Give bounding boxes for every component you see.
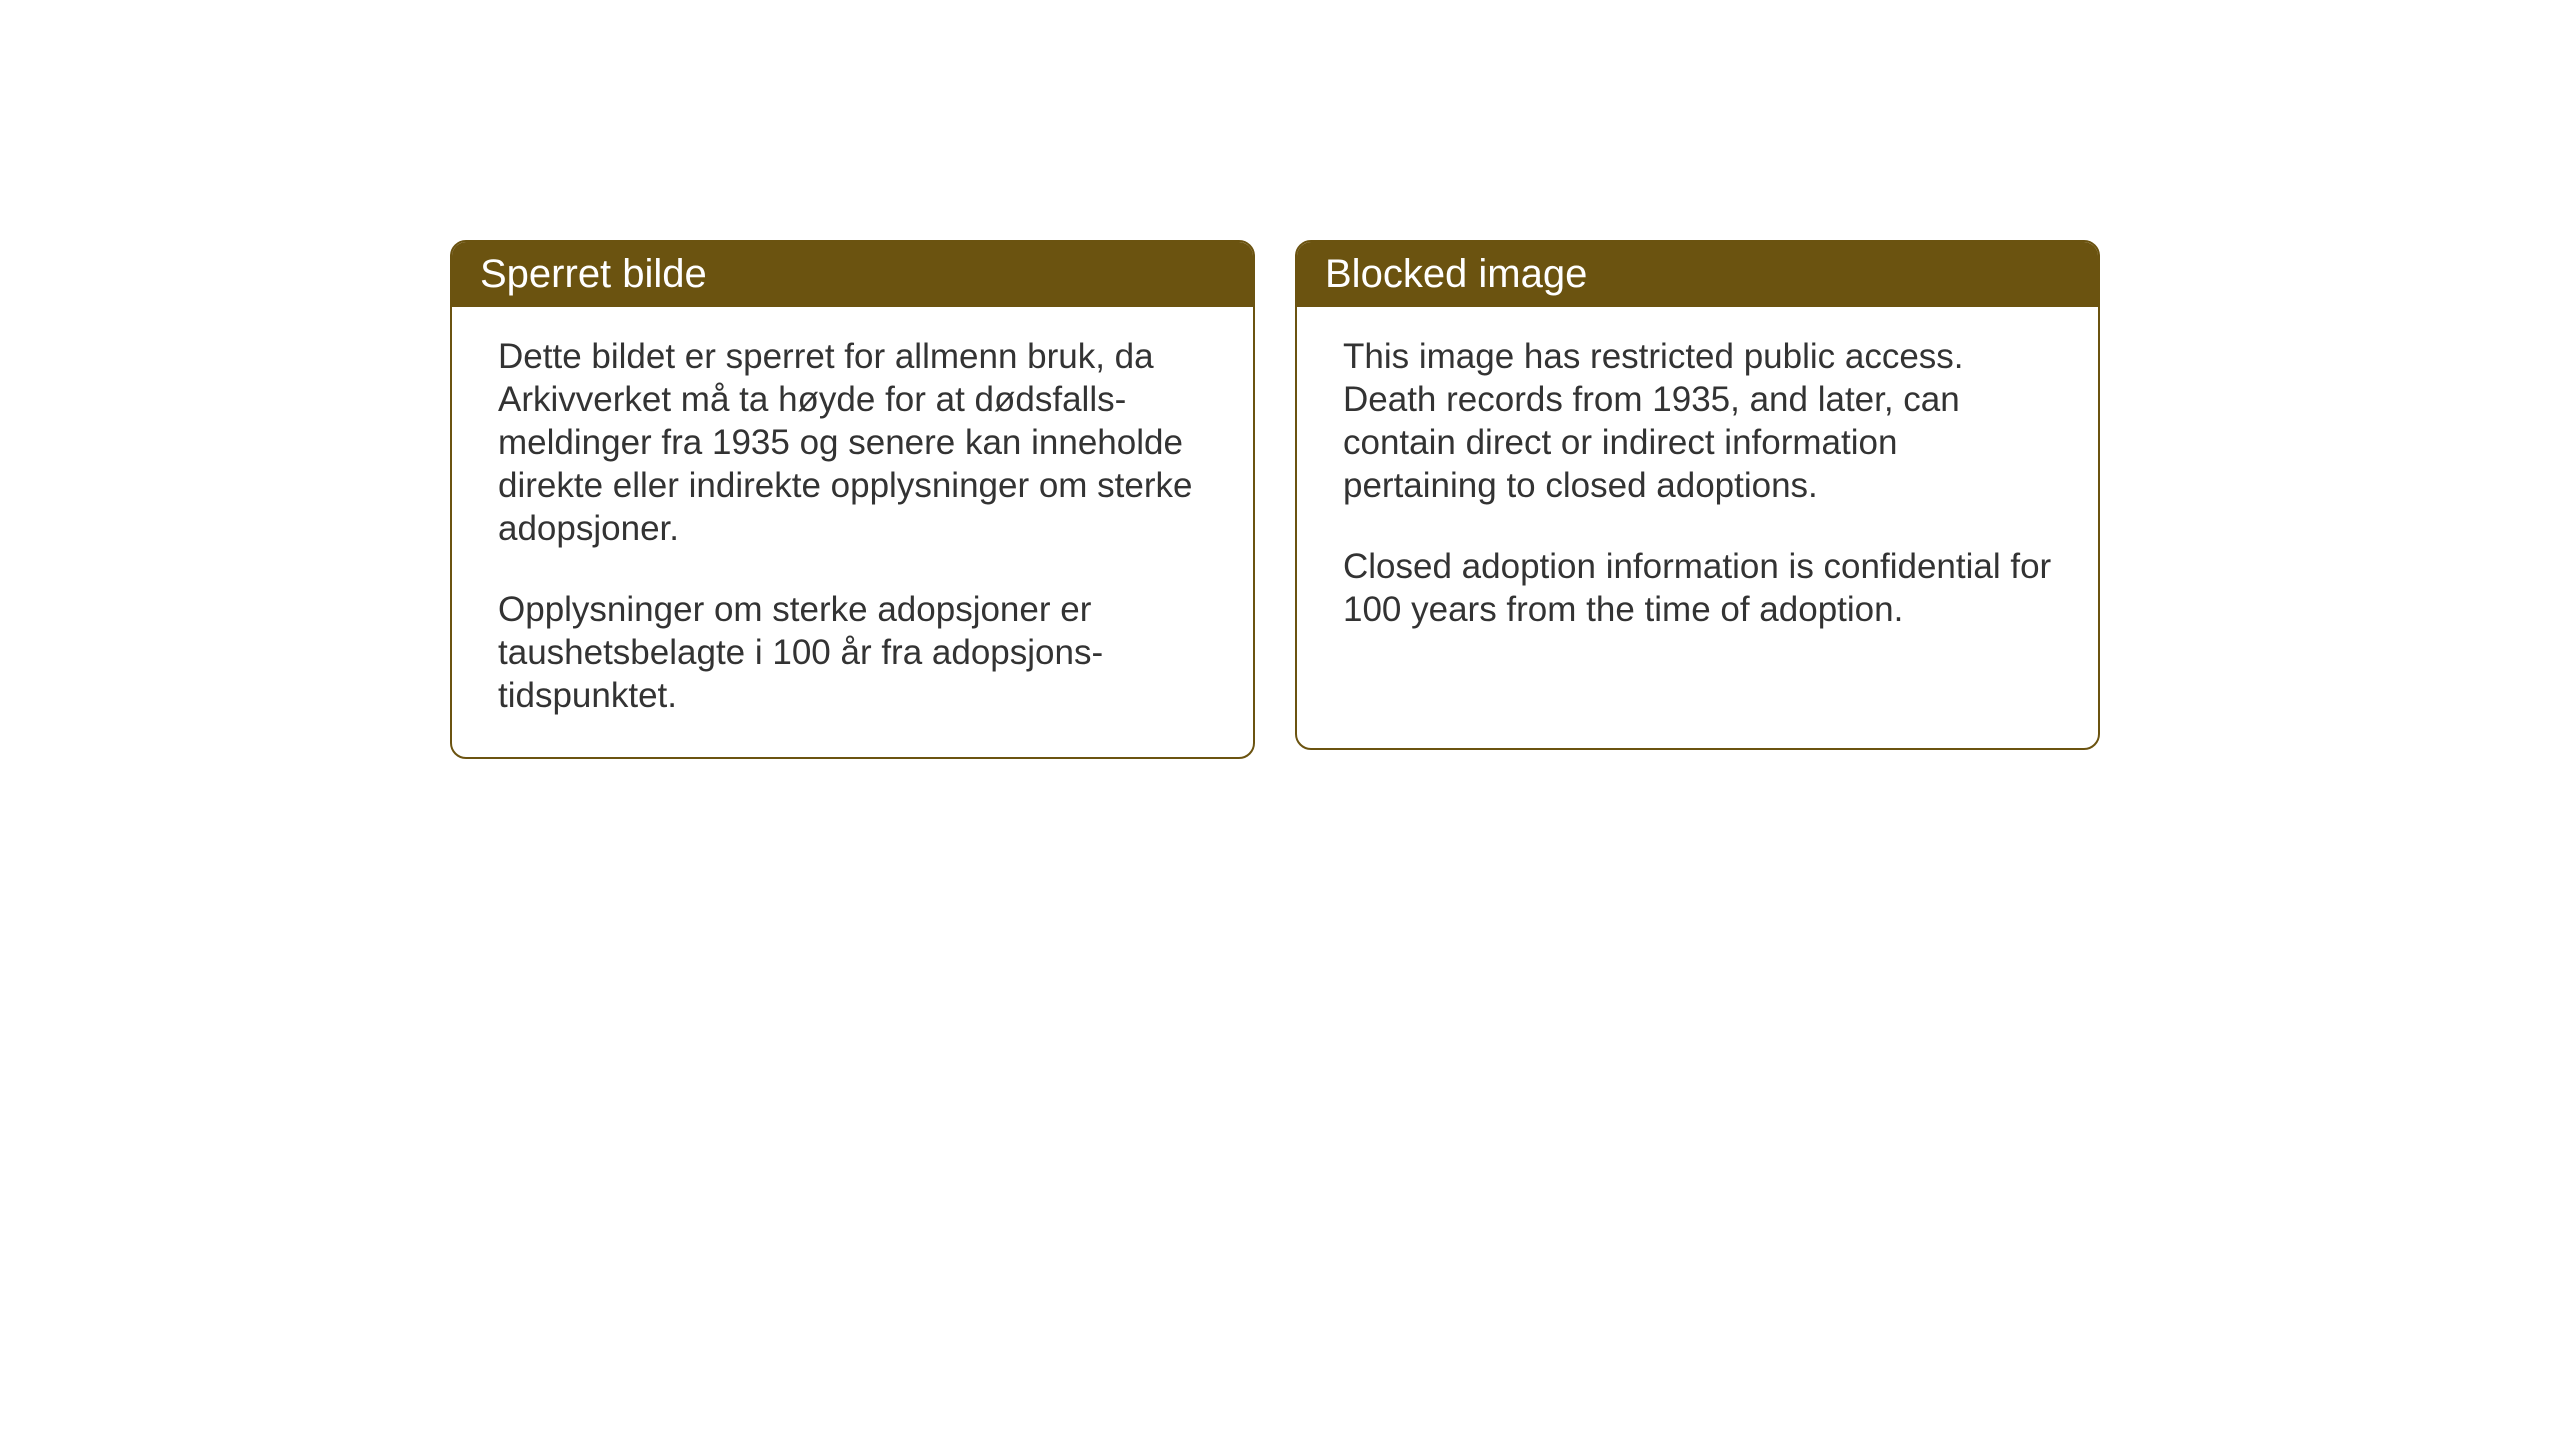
card-english-paragraph-1: This image has restricted public access.… bbox=[1343, 335, 2052, 507]
card-norwegian-paragraph-1: Dette bildet er sperret for allmenn bruk… bbox=[498, 335, 1207, 550]
card-norwegian-header: Sperret bilde bbox=[452, 242, 1253, 307]
card-norwegian-paragraph-2: Opplysninger om sterke adopsjoner er tau… bbox=[498, 588, 1207, 717]
card-norwegian-body: Dette bildet er sperret for allmenn bruk… bbox=[452, 307, 1253, 757]
card-english-body: This image has restricted public access.… bbox=[1297, 307, 2098, 671]
card-english: Blocked image This image has restricted … bbox=[1295, 240, 2100, 750]
card-english-header: Blocked image bbox=[1297, 242, 2098, 307]
card-english-title: Blocked image bbox=[1325, 252, 1587, 296]
card-norwegian-title: Sperret bilde bbox=[480, 252, 707, 296]
cards-container: Sperret bilde Dette bildet er sperret fo… bbox=[450, 240, 2100, 759]
card-norwegian: Sperret bilde Dette bildet er sperret fo… bbox=[450, 240, 1255, 759]
card-english-paragraph-2: Closed adoption information is confident… bbox=[1343, 545, 2052, 631]
